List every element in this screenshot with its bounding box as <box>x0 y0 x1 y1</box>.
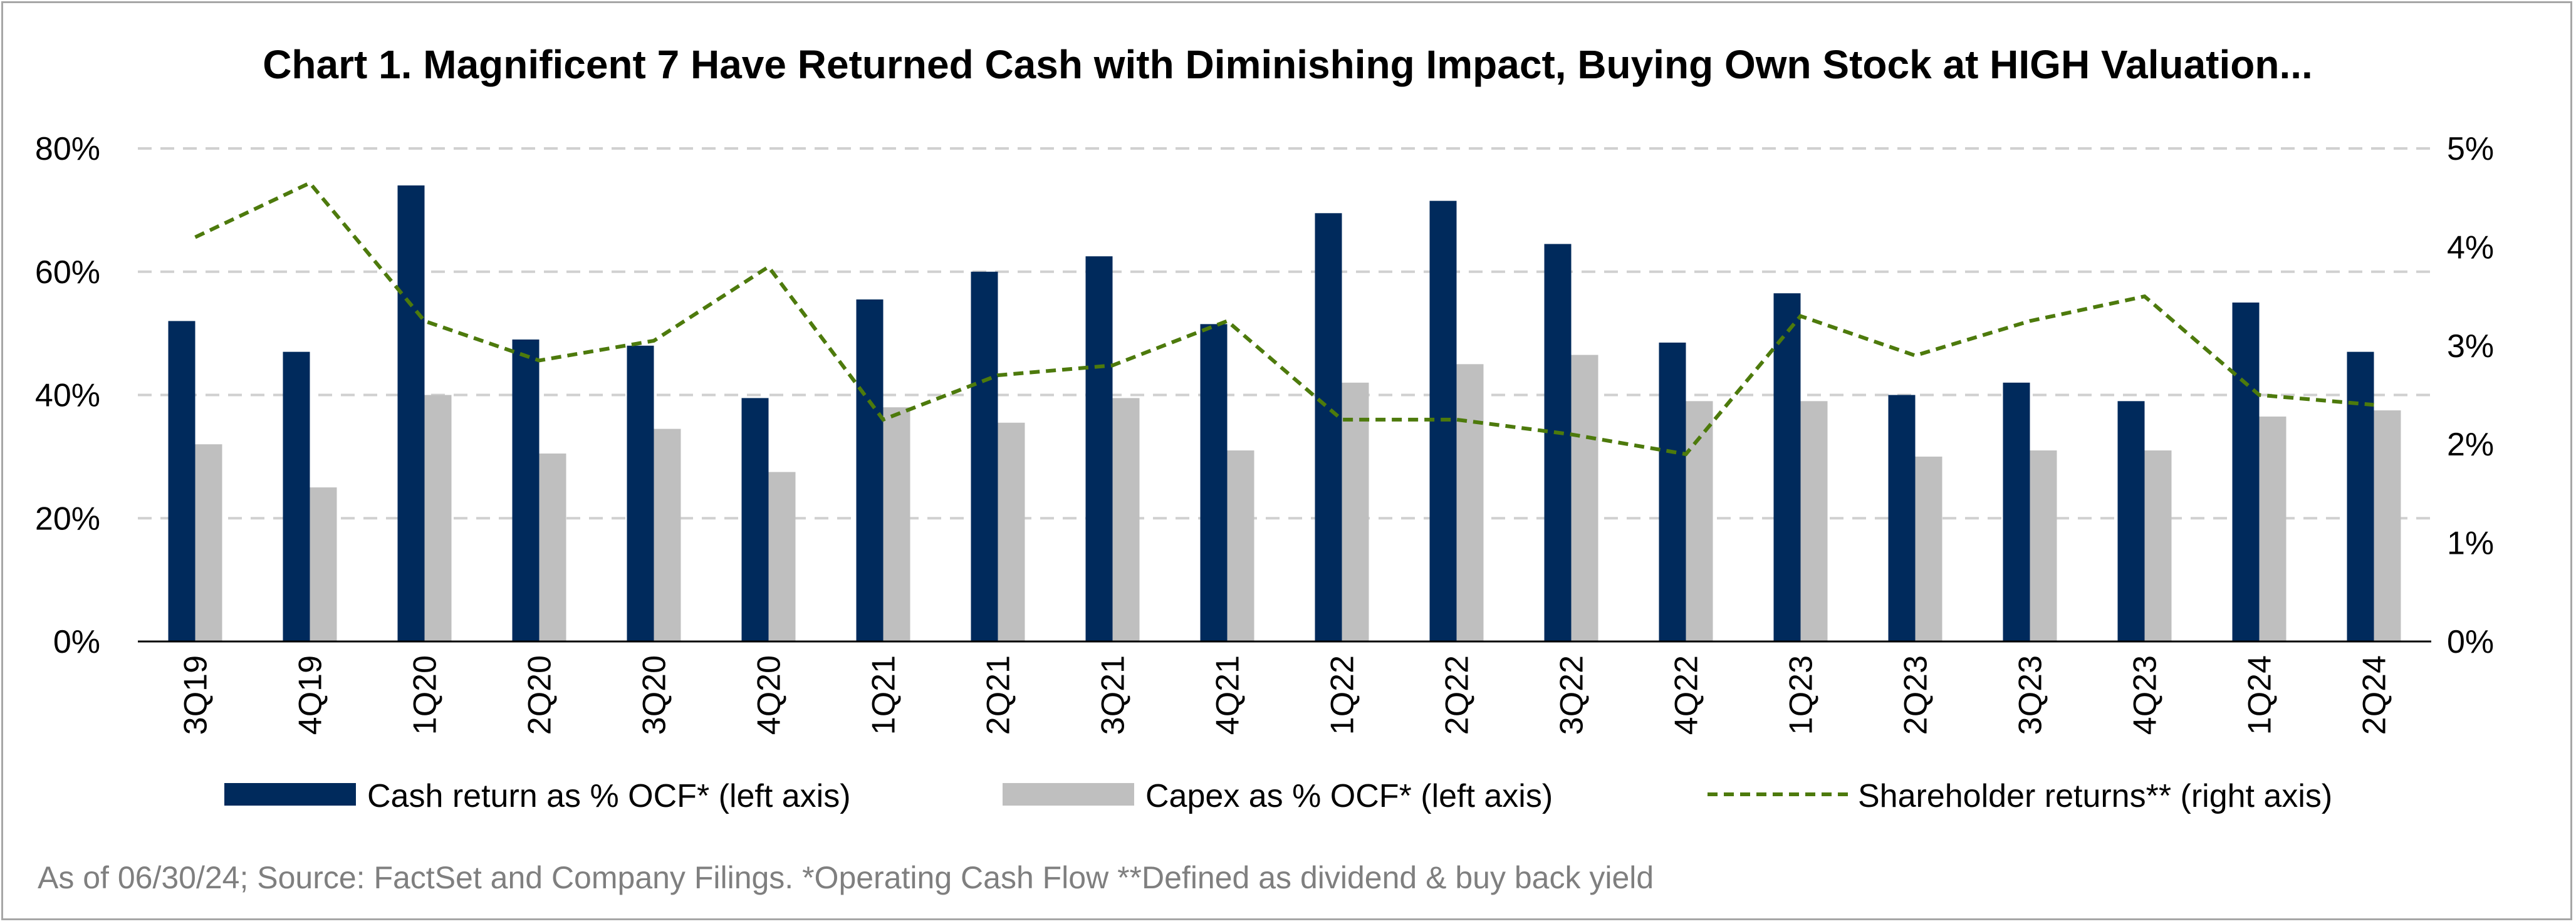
cash-return-bar <box>2003 382 2030 641</box>
x-axis-tick-label: 4Q20 <box>751 655 788 735</box>
cash-return-bar <box>283 351 310 641</box>
capex-bar <box>883 407 910 641</box>
cash-return-bar <box>1773 293 1801 641</box>
right-axis-tick-label: 0% <box>2447 624 2494 660</box>
shareholder-returns-line-group <box>194 180 2374 457</box>
x-axis-tick-label: 4Q23 <box>2127 655 2164 735</box>
right-axis-tick-label: 5% <box>2447 131 2494 167</box>
capex-bar <box>1456 364 1484 641</box>
shareholder-returns-line <box>194 180 2374 457</box>
right-axis-tick-label: 2% <box>2447 427 2494 463</box>
left-axis-tick-label: 20% <box>35 501 100 537</box>
cash-return-bar <box>512 339 540 641</box>
bars-group <box>168 185 2401 641</box>
x-axis-tick-label: 3Q22 <box>1554 655 1590 735</box>
x-axis-tick-label: 3Q23 <box>2013 655 2049 735</box>
left-axis-tick-label: 60% <box>35 254 100 291</box>
legend-capex-swatch <box>1003 783 1134 806</box>
x-axis-tick-label: 3Q19 <box>178 655 214 735</box>
chart-title: Chart 1. Magnificent 7 Have Returned Cas… <box>263 42 2313 87</box>
capex-bar <box>1571 355 1598 641</box>
x-axis-tick-label: 2Q20 <box>522 655 558 735</box>
legend-cash-return-label: Cash return as % OCF* (left axis) <box>367 778 851 814</box>
left-axis-tick-label: 0% <box>53 624 100 660</box>
capex-bar <box>768 472 796 641</box>
cash-return-bar <box>971 271 998 641</box>
x-axis-tick-label: 2Q22 <box>1439 655 1476 735</box>
left-axis-ticks: 0% 20% 40% 60% 80% <box>35 131 100 660</box>
capex-bar <box>2259 416 2287 641</box>
x-axis-tick-label: 1Q24 <box>2242 655 2278 735</box>
x-axis-tick-label: 2Q21 <box>981 655 1017 735</box>
gridlines <box>138 147 2431 520</box>
capex-bar <box>1800 401 1828 641</box>
x-axis-tick-label: 3Q21 <box>1095 655 1132 735</box>
x-axis-ticks: 3Q19 4Q19 1Q20 2Q20 3Q20 4Q20 1Q21 2Q21 3Q21 4Q21… <box>178 655 2393 735</box>
right-axis-ticks: 0% 1% 2% 3% 4% 5% <box>2447 131 2494 660</box>
capex-bar <box>310 487 337 641</box>
capex-bar <box>1227 450 1254 641</box>
capex-bar <box>1915 456 1942 641</box>
left-axis-tick-label: 40% <box>35 378 100 414</box>
cash-return-bar <box>1544 244 1572 641</box>
capex-bar <box>424 395 452 641</box>
cash-return-bar <box>1888 395 1916 641</box>
legend: Cash return as % OCF* (left axis) Capex a… <box>224 778 2332 814</box>
legend-cash-return-swatch <box>224 783 356 806</box>
cash-return-bar <box>2232 302 2260 641</box>
x-axis-tick-label: 1Q23 <box>1783 655 1820 735</box>
cash-return-bar <box>1200 324 1228 641</box>
cash-return-bar <box>2347 351 2374 641</box>
legend-shareholder-returns-label: Shareholder returns** (right axis) <box>1858 778 2332 814</box>
cash-return-bar <box>397 185 425 641</box>
x-axis-tick-label: 4Q22 <box>1669 655 1705 735</box>
x-axis-tick-label: 1Q21 <box>866 655 902 735</box>
x-axis-tick-label: 3Q20 <box>637 655 673 735</box>
x-axis-tick-label: 2Q23 <box>1898 655 1934 735</box>
right-axis-tick-label: 1% <box>2447 526 2494 562</box>
right-axis-tick-label: 3% <box>2447 328 2494 365</box>
cash-return-bar <box>168 321 196 641</box>
left-axis-tick-label: 80% <box>35 131 100 167</box>
x-axis-tick-label: 1Q22 <box>1325 655 1361 735</box>
capex-bar <box>2030 450 2057 641</box>
cash-return-bar <box>2117 401 2145 641</box>
x-axis-tick-label: 4Q21 <box>1210 655 1246 735</box>
capex-bar <box>654 428 681 641</box>
capex-bar <box>998 422 1025 641</box>
capex-bar <box>2374 410 2401 641</box>
legend-capex-label: Capex as % OCF* (left axis) <box>1145 778 1553 814</box>
capex-bar <box>1686 401 1713 641</box>
capex-bar <box>2144 450 2172 641</box>
capex-bar <box>1342 382 1369 641</box>
x-axis-tick-label: 2Q24 <box>2357 655 2393 735</box>
right-axis-tick-label: 4% <box>2447 229 2494 266</box>
cash-return-bar <box>1315 213 1342 641</box>
cash-return-bar <box>741 398 769 641</box>
x-axis-tick-label: 4Q19 <box>293 655 329 735</box>
cash-return-bar <box>856 299 884 641</box>
capex-bar <box>195 444 222 641</box>
source-note: As of 06/30/24; Source: FactSet and Comp… <box>38 860 1654 895</box>
cash-return-bar <box>1085 256 1113 641</box>
capex-bar <box>539 453 566 641</box>
cash-return-bar <box>1659 342 1686 641</box>
cash-return-bar <box>627 345 654 641</box>
capex-bar <box>1112 398 1140 641</box>
x-axis-tick-label: 1Q20 <box>407 655 444 735</box>
